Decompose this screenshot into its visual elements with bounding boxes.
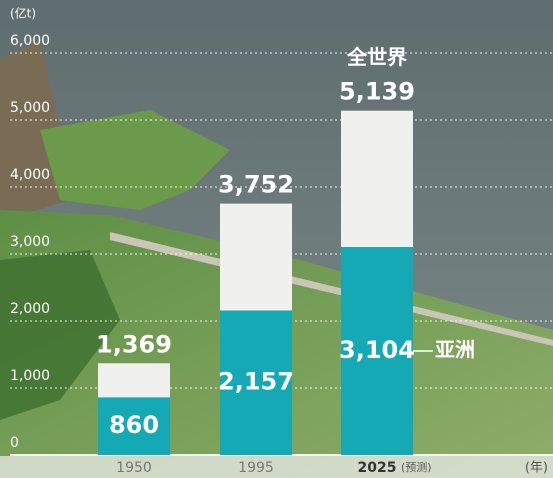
x-tick-label: 1950 [116, 460, 152, 476]
value-label: 5,139 [339, 78, 415, 106]
y-tick-label: 6,000 [10, 33, 50, 49]
series-label: 全世界 [346, 45, 407, 69]
annotation: (预测) [401, 461, 432, 474]
x-tick-label: 1995 [238, 460, 274, 476]
y-tick-label: 4,000 [10, 167, 50, 183]
y-tick-label: 1,000 [10, 368, 50, 384]
y-tick-label: 3,000 [10, 234, 50, 250]
x-tick-label: 2025 [358, 460, 397, 476]
y-tick-label: 0 [10, 435, 19, 451]
value-label: 860 [109, 411, 159, 439]
series-label: 亚洲 [435, 338, 475, 362]
value-label: 3,752 [218, 171, 294, 199]
y-tick-label: 5,000 [10, 100, 50, 116]
value-label: 1,369 [96, 330, 172, 358]
x-axis-label: (年) [525, 461, 548, 476]
y-tick-label: 2,000 [10, 301, 50, 317]
chart: (亿t) (年) 0 1,000 2,000 3,000 4,000 5,000 6,000… [0, 0, 553, 478]
y-axis-label: (亿t) [10, 6, 36, 21]
value-label: 2,157 [218, 368, 294, 396]
value-label: 3,104 [339, 336, 415, 364]
